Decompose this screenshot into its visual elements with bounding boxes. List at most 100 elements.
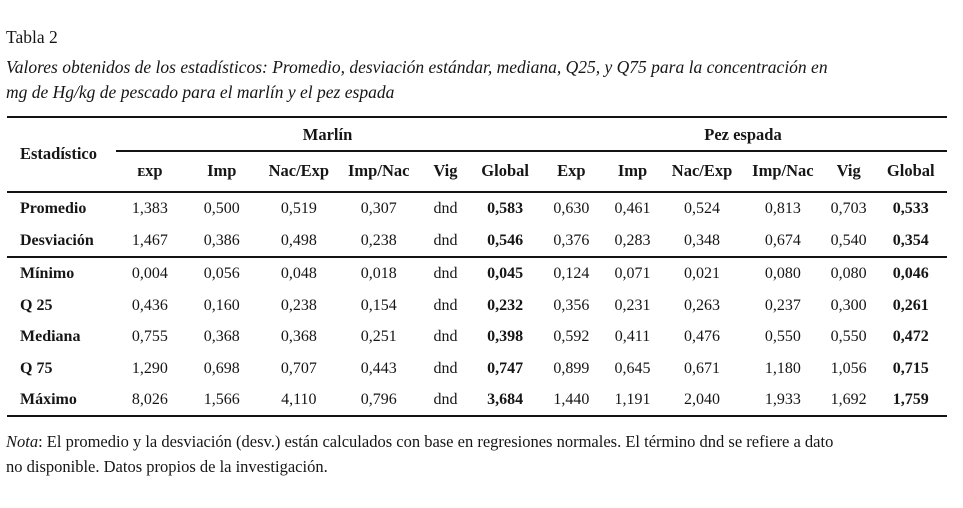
value-cell: 1,180: [764, 359, 801, 377]
column-header: Vig: [822, 150, 875, 193]
value-cell: 0,045: [487, 265, 524, 283]
table-caption: Valores obtenidos de los estadísticos: P…: [6, 55, 955, 105]
table-row: Q 25 0,436 0,160 0,238 0,154 dnd 0,232 0,356 0,2…: [7, 289, 947, 321]
value-cell: 1,692: [830, 391, 867, 409]
value-cell: 0,368: [203, 328, 240, 346]
value-cell: 0,283: [603, 224, 662, 258]
value-cell: 0,550: [830, 328, 867, 346]
column-header: Imp: [183, 150, 260, 193]
value-cell: 0,550: [764, 328, 801, 346]
value-cell: 0,671: [684, 359, 721, 377]
value-cell: 0,411: [614, 328, 651, 346]
table-row: Desviación 1,467 0,386 0,498 0,238 dnd 0,546 0,…: [7, 224, 947, 258]
value-cell: 0,071: [614, 265, 651, 283]
table-row: Q 75 1,290 0,698 0,707 0,443 dnd 0,747 0,899 0,6…: [7, 352, 947, 384]
row-label: Mediana: [20, 328, 81, 346]
note-line-1: Nota: El promedio y la desviación (desv.…: [6, 430, 955, 455]
column-header: Global: [874, 150, 947, 193]
value-cell: 0,583: [487, 200, 524, 218]
column-header: Exp: [538, 150, 604, 193]
value-cell: 0,715: [892, 359, 929, 377]
value-cell: 0,899: [553, 359, 590, 377]
table-row: Mediana 0,755 0,368 0,368 0,251 dnd 0,398 0,592…: [7, 321, 947, 353]
value-cell: 0,461: [614, 200, 651, 218]
stats-table: Estadístico Marlín Pez espada ᴇxp Imp Nac/…: [7, 115, 947, 418]
value-cell: 0,237: [764, 296, 801, 314]
column-header: Imp/Nac: [337, 150, 420, 193]
value-cell: 0,398: [487, 328, 524, 346]
value-cell: 0,356: [553, 296, 590, 314]
value-cell: 0,443: [360, 359, 397, 377]
value-cell: 0,004: [131, 265, 168, 283]
value-cell: 2,040: [684, 391, 721, 409]
value-cell: 0,707: [280, 359, 317, 377]
table-note: Nota: El promedio y la desviación (desv.…: [6, 430, 955, 480]
column-header: ᴇxp: [116, 150, 184, 193]
table-row: Mínimo 0,004 0,056 0,048 0,018 dnd 0,045 0,124 0…: [7, 257, 947, 290]
stat-column-header: Estadístico: [7, 116, 117, 193]
value-cell: 0,021: [684, 265, 721, 283]
value-cell: 1,290: [131, 359, 168, 377]
value-cell: 0,238: [337, 224, 420, 258]
value-cell: 0,348: [661, 224, 743, 258]
column-header: Imp/Nac: [742, 150, 823, 193]
value-cell: 0,231: [614, 296, 651, 314]
value-cell: 0,238: [280, 296, 317, 314]
value-cell: 0,300: [830, 296, 867, 314]
value-cell: 0,524: [684, 200, 721, 218]
value-cell: 4,110: [281, 391, 317, 409]
table-row: Máximo 8,026 1,566 4,110 0,796 dnd 3,684 1,440 1…: [7, 384, 947, 417]
value-cell: 0,263: [684, 296, 721, 314]
value-cell: 0,261: [892, 296, 929, 314]
value-cell: 0,048: [280, 265, 317, 283]
note-text-1: : El promedio y la desviación (desv.) es…: [38, 432, 834, 452]
value-cell: 1,467: [116, 224, 184, 258]
column-header: Nac/Exp: [259, 150, 338, 193]
value-cell: 0,376: [538, 224, 604, 258]
value-cell: 0,154: [360, 296, 397, 314]
value-cell: 3,684: [487, 391, 524, 409]
value-cell: 0,755: [131, 328, 168, 346]
value-cell: dnd: [433, 200, 458, 218]
row-label: Mínimo: [20, 265, 75, 283]
value-cell: 0,498: [259, 224, 338, 258]
value-cell: dnd: [419, 224, 472, 258]
value-cell: 1,191: [614, 391, 651, 409]
column-header: Vig: [419, 150, 472, 193]
table-header: Estadístico Marlín Pez espada ᴇxp Imp Nac/…: [7, 116, 947, 193]
caption-line-1: Valores obtenidos de los estadísticos: P…: [6, 57, 828, 77]
row-label: Desviación: [7, 224, 117, 258]
value-cell: 1,056: [830, 359, 867, 377]
value-cell: 0,080: [764, 265, 801, 283]
value-cell: 0,018: [360, 265, 397, 283]
value-cell: 0,645: [614, 359, 651, 377]
column-header: Nac/Exp: [661, 150, 743, 193]
value-cell: 0,080: [830, 265, 867, 283]
row-label: Máximo: [20, 391, 77, 409]
value-cell: dnd: [433, 296, 458, 314]
caption-line-2: mg de Hg/kg de pescado para el marlín y …: [6, 81, 395, 102]
group-header-marlin: Marlín: [116, 116, 539, 152]
value-cell: 0,703: [830, 200, 867, 218]
value-cell: 0,796: [360, 391, 397, 409]
value-cell: 1,383: [131, 200, 168, 218]
value-cell: 1,440: [553, 391, 590, 409]
value-cell: 0,232: [487, 296, 524, 314]
value-cell: 0,124: [553, 265, 590, 283]
value-cell: 0,251: [360, 328, 397, 346]
value-cell: 0,674: [742, 224, 823, 258]
value-cell: 0,046: [892, 265, 929, 283]
subheader-row: ᴇxp Imp Nac/Exp Imp/Nac Vig Global Exp Imp Nac/E…: [7, 150, 947, 193]
group-header-pez-espada: Pez espada: [538, 116, 947, 152]
row-label: Promedio: [20, 200, 87, 218]
value-cell: dnd: [433, 359, 458, 377]
value-cell: dnd: [433, 391, 458, 409]
note-label: Nota: [6, 432, 39, 452]
value-cell: 0,354: [874, 224, 947, 258]
table-body: Promedio 1,383 0,500 0,519 0,307 dnd 0,583 0,63…: [7, 192, 947, 417]
value-cell: 0,056: [203, 265, 240, 283]
row-label: Q 75: [20, 359, 53, 377]
value-cell: 0,307: [360, 200, 397, 218]
value-cell: 0,698: [203, 359, 240, 377]
group-header-row: Estadístico Marlín Pez espada: [7, 116, 947, 193]
